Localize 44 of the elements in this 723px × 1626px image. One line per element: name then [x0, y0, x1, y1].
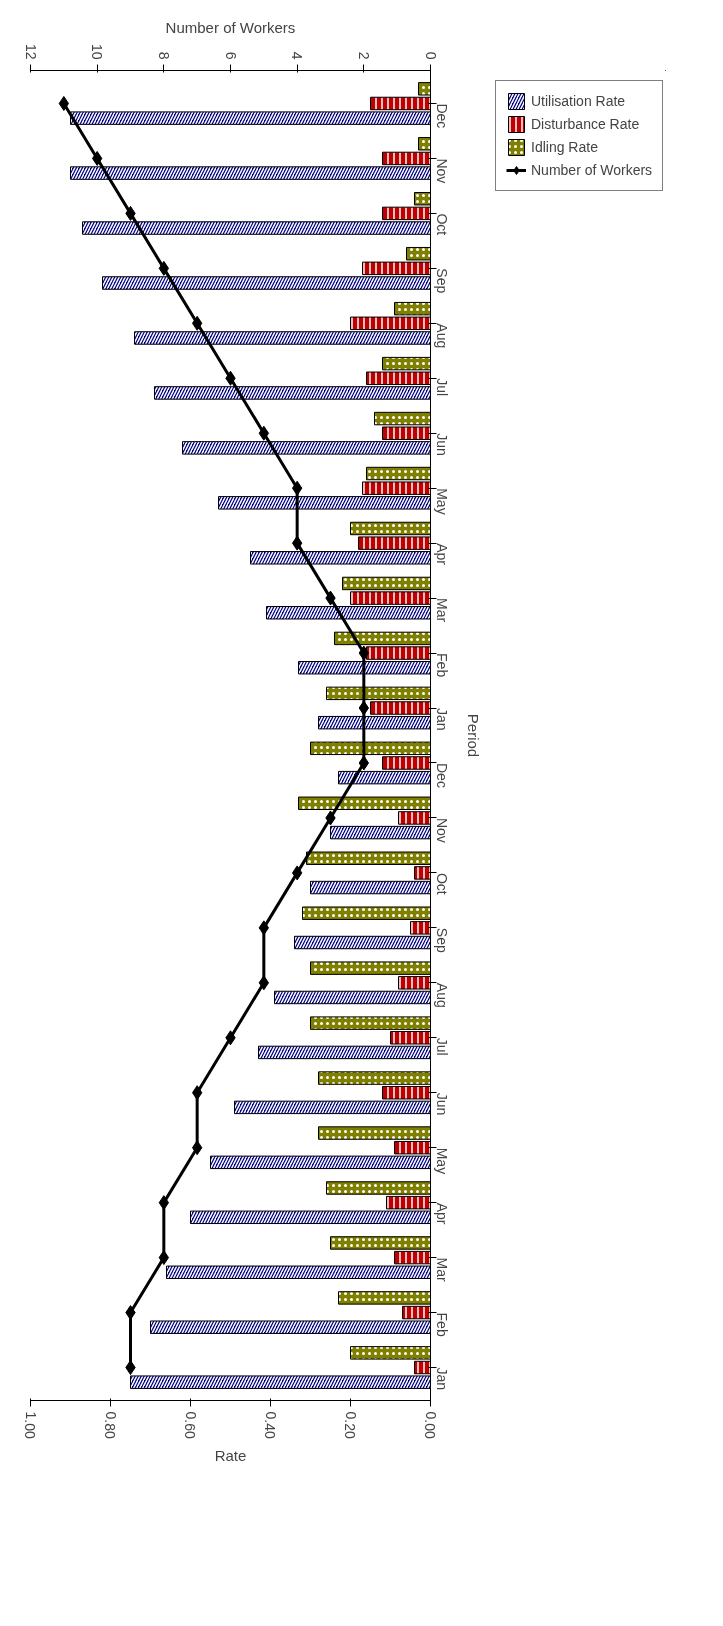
y-tick-label: Sep [433, 927, 450, 953]
y-tick-label: Dec [433, 103, 450, 129]
y-tick-label: Jun [433, 433, 450, 456]
x2-tick-label: 4 [289, 51, 306, 60]
x-axis-title: Rate [214, 1446, 247, 1464]
legend-label: Idling Rate [531, 139, 598, 155]
legend-label: Number of Workers [531, 162, 653, 178]
y-tick-label: Nov [433, 817, 450, 843]
x-tick-label: 0.60 [182, 1411, 199, 1439]
y-tick-label: Apr [433, 543, 450, 566]
y-tick-label: Apr [433, 1202, 450, 1225]
y-tick-label: Feb [433, 653, 450, 678]
y-tick-label: Mar [433, 1257, 450, 1283]
x2-axis-title: Number of Workers [165, 18, 296, 36]
x-tick-label: 0.20 [342, 1411, 359, 1439]
y-tick-label: Mar [433, 598, 450, 623]
legend-label: Disturbance Rate [531, 116, 640, 132]
y-tick-label: Oct [433, 872, 450, 895]
y-tick-label: Aug [433, 323, 450, 349]
y-axis-title: Period [465, 713, 483, 758]
x2-tick-label: 10 [89, 43, 106, 60]
y-tick-label: Jun [433, 1092, 450, 1116]
y-tick-label: Dec [433, 762, 450, 788]
y-tick-label: Feb [433, 1312, 450, 1337]
x-tick-label: 0.00 [422, 1411, 439, 1439]
x-tick-label: 1.00 [22, 1411, 39, 1439]
y-tick-label: Jan [433, 1367, 450, 1391]
y-tick-label: Aug [433, 982, 450, 1008]
y-tick-label: May [433, 1147, 450, 1175]
x2-tick-label: 6 [222, 51, 239, 60]
x2-tick-label: 0 [422, 51, 439, 60]
legend-label: Utilisation Rate [531, 93, 626, 109]
x2-tick-label: 2 [355, 51, 372, 60]
y-tick-label: Sep [433, 268, 450, 294]
y-tick-label: Oct [433, 213, 450, 236]
y-tick-label: Nov [433, 158, 450, 184]
y-tick-label: Jul [433, 1037, 450, 1056]
y-tick-label: Jul [433, 378, 450, 397]
x2-tick-label: 12 [22, 43, 39, 60]
x-tick-label: 0.80 [102, 1411, 119, 1439]
x2-tick-label: 8 [155, 51, 172, 60]
x-tick-label: 0.40 [262, 1411, 279, 1439]
y-tick-label: Jan [433, 708, 450, 731]
y-tick-label: May [433, 488, 450, 515]
